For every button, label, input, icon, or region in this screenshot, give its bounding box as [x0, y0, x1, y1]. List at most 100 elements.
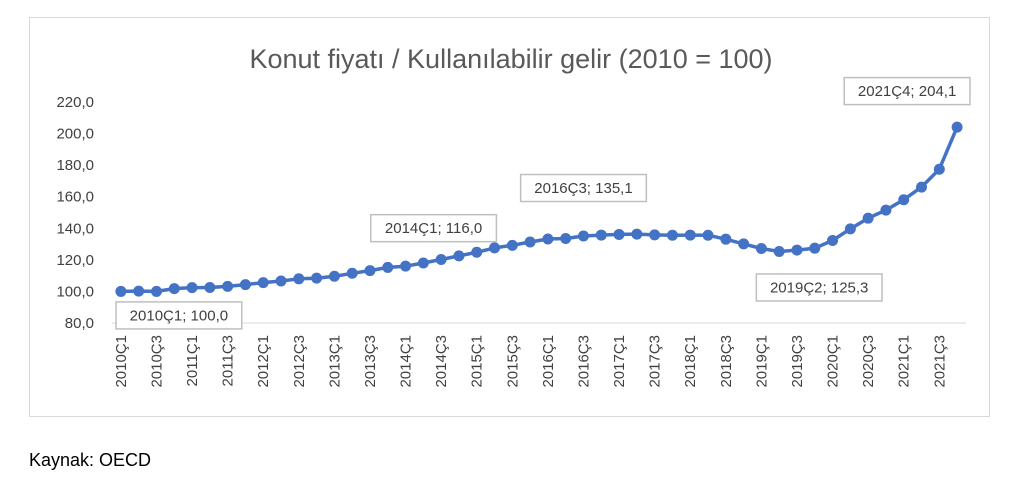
data-point: [115, 285, 127, 297]
data-point: [720, 233, 732, 245]
data-point: [916, 181, 928, 193]
data-point: [204, 281, 216, 293]
data-point: [133, 285, 145, 297]
x-tick-label: 2013Ç1: [326, 335, 343, 388]
data-label: 2019Ç2; 125,3: [755, 273, 883, 302]
y-tick-label: 120,0: [56, 252, 94, 269]
data-label-box: [755, 273, 883, 302]
data-label-text: 2016Ç3; 135,1: [534, 180, 632, 197]
y-tick-label: 100,0: [56, 283, 94, 300]
y-axis: 80,0 100,0 120,0 140,0 160,0 180,0 200,0 220,0: [56, 94, 94, 332]
data-point: [809, 242, 821, 254]
data-label-text: 2010Ç1; 100,0: [130, 307, 228, 324]
x-tick-label: 2018Ç3: [718, 335, 735, 388]
data-label-box: [519, 173, 648, 203]
data-point: [862, 212, 874, 224]
data-point: [880, 204, 892, 216]
chart-frame: Konut fiyatı / Kullanılabilir gelir (201…: [29, 17, 990, 417]
x-tick-label: 2012Ç1: [255, 335, 272, 388]
data-point: [666, 229, 678, 241]
data-point: [898, 194, 910, 206]
data-point: [560, 233, 572, 245]
data-label-text: 2019Ç2; 125,3: [770, 279, 868, 296]
x-tick-label: 2011Ç3: [220, 335, 237, 386]
data-labels: 2010Ç1; 100,0 2014Ç1; 116,0 2016Ç3; 135,1 2…: [115, 76, 971, 330]
data-point: [702, 229, 714, 241]
data-point: [239, 279, 251, 291]
x-tick-label: 2015Ç3: [504, 335, 521, 388]
x-tick-label: 2016Ç1: [540, 335, 557, 388]
x-tick-label: 2019Ç3: [789, 335, 806, 388]
data-point: [186, 282, 198, 294]
data-point: [755, 242, 767, 254]
data-point: [471, 246, 483, 258]
data-point: [524, 236, 536, 248]
data-point: [222, 280, 234, 292]
data-point: [738, 238, 750, 250]
data-point: [346, 267, 358, 279]
x-tick-label: 2017Ç3: [647, 335, 664, 388]
x-tick-label: 2021Ç1: [896, 335, 913, 388]
data-point: [311, 272, 323, 284]
x-tick-label: 2017Ç1: [611, 335, 628, 388]
x-tick-label: 2011Ç1: [184, 335, 201, 386]
x-tick-label: 2013Ç3: [362, 335, 379, 388]
source-note: Kaynak: OECD: [29, 450, 152, 470]
data-point: [168, 283, 180, 295]
data-point: [293, 273, 305, 285]
data-label-text: 2021Ç4; 204,1: [858, 83, 956, 100]
data-point: [489, 242, 501, 254]
y-tick-label: 200,0: [56, 126, 94, 143]
x-axis: 2010Ç1 2010Ç3 2011Ç1 2011Ç3 2012Ç1 2012Ç3 2013…: [112, 322, 966, 388]
data-point: [453, 250, 465, 262]
data-point: [613, 228, 625, 240]
data-point: [631, 228, 643, 240]
data-point: [827, 234, 839, 246]
y-tick-label: 180,0: [56, 157, 94, 174]
data-label: 2021Ç4; 204,1: [843, 76, 971, 106]
data-label-box: [115, 301, 243, 330]
x-tick-label: 2020Ç1: [825, 335, 842, 388]
x-tick-label: 2018Ç1: [682, 335, 699, 388]
x-tick-label: 2010Ç1: [113, 335, 130, 388]
data-point: [328, 270, 340, 282]
data-point: [649, 229, 661, 241]
data-point: [951, 121, 963, 133]
data-label: 2010Ç1; 100,0: [115, 301, 243, 330]
data-point: [542, 233, 554, 245]
data-label: 2016Ç3; 135,1: [519, 173, 648, 203]
data-point: [275, 275, 287, 287]
data-point: [684, 229, 696, 241]
line-chart: Konut fiyatı / Kullanılabilir gelir (201…: [56, 44, 971, 388]
data-point: [382, 261, 394, 273]
series-line-group: [115, 121, 963, 297]
x-tick-label: 2010Ç3: [148, 335, 165, 388]
x-tick-label: 2014Ç1: [398, 335, 415, 388]
x-tick-label: 2020Ç3: [860, 335, 877, 388]
data-point: [844, 223, 856, 235]
y-tick-label: 80,0: [65, 315, 94, 332]
data-label: 2014Ç1; 116,0: [369, 213, 498, 243]
data-point: [773, 245, 785, 257]
data-point: [506, 239, 518, 251]
data-point: [417, 257, 429, 269]
data-point: [257, 277, 269, 289]
x-tick-label: 2016Ç3: [575, 335, 592, 388]
series-line: [120, 126, 959, 294]
data-label-box: [843, 76, 971, 106]
y-tick-label: 160,0: [56, 189, 94, 206]
data-point: [435, 254, 447, 266]
data-point: [400, 260, 412, 272]
data-point: [933, 163, 945, 175]
data-label-box: [369, 213, 498, 243]
chart-title: Konut fiyatı / Kullanılabilir gelir (201…: [249, 44, 772, 74]
x-tick-label: 2021Ç3: [931, 335, 948, 388]
x-tick-label: 2015Ç1: [469, 335, 486, 388]
x-tick-label: 2014Ç3: [433, 335, 450, 388]
data-point: [364, 265, 376, 277]
data-point: [577, 230, 589, 242]
data-label-text: 2014Ç1; 116,0: [385, 220, 482, 237]
data-point: [595, 229, 607, 241]
x-tick-label: 2019Ç1: [753, 335, 770, 388]
y-tick-label: 220,0: [56, 94, 94, 111]
